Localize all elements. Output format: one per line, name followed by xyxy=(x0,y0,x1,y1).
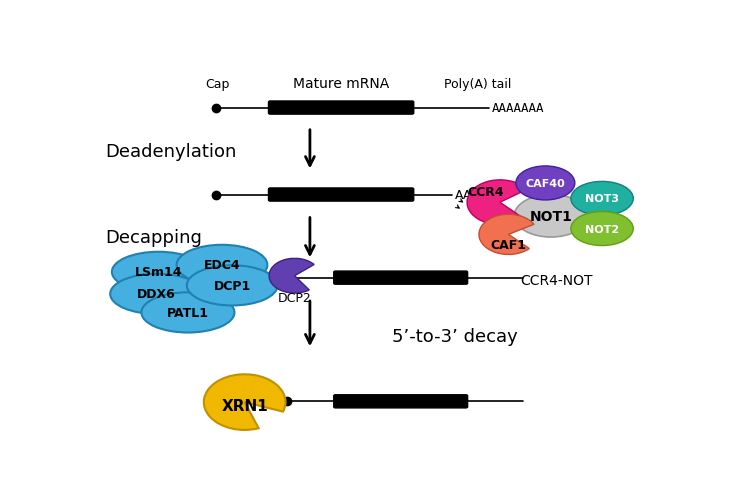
FancyBboxPatch shape xyxy=(269,102,414,115)
Text: EDC4: EDC4 xyxy=(203,259,240,272)
Text: DCP1: DCP1 xyxy=(214,280,251,292)
Wedge shape xyxy=(479,215,534,255)
Text: AAAAAAA: AAAAAAA xyxy=(491,102,544,115)
Text: CCR4: CCR4 xyxy=(468,185,504,198)
Text: NOT1: NOT1 xyxy=(529,209,572,223)
Text: PATL1: PATL1 xyxy=(167,306,209,319)
Text: DDX6: DDX6 xyxy=(138,288,176,301)
Ellipse shape xyxy=(176,245,267,286)
Text: Poly(A) tail: Poly(A) tail xyxy=(444,78,511,91)
FancyBboxPatch shape xyxy=(269,188,414,202)
Text: CAF40: CAF40 xyxy=(526,178,565,188)
FancyBboxPatch shape xyxy=(334,395,468,408)
Text: XRN1: XRN1 xyxy=(221,398,268,413)
Text: 5’-to-3’ decay: 5’-to-3’ decay xyxy=(392,327,518,345)
Text: NOT3: NOT3 xyxy=(585,194,619,204)
Wedge shape xyxy=(467,180,527,225)
Ellipse shape xyxy=(571,212,633,246)
Text: CCR4-NOT: CCR4-NOT xyxy=(520,274,593,288)
Ellipse shape xyxy=(112,252,205,293)
Text: LSm14: LSm14 xyxy=(135,266,182,279)
Wedge shape xyxy=(203,375,285,430)
Text: Decapping: Decapping xyxy=(105,228,203,246)
Ellipse shape xyxy=(514,195,588,237)
Ellipse shape xyxy=(187,266,277,306)
Text: CAF1: CAF1 xyxy=(490,239,526,252)
Text: AAA: AAA xyxy=(455,189,481,201)
Ellipse shape xyxy=(571,182,633,216)
Wedge shape xyxy=(269,259,314,294)
Text: Cap: Cap xyxy=(205,78,230,91)
Text: NOT2: NOT2 xyxy=(585,224,619,234)
FancyBboxPatch shape xyxy=(334,272,468,285)
Text: DCP2: DCP2 xyxy=(277,292,312,305)
Text: A: A xyxy=(476,189,485,201)
Ellipse shape xyxy=(516,167,575,200)
Ellipse shape xyxy=(111,274,203,314)
Ellipse shape xyxy=(141,293,234,333)
Text: Mature mRNA: Mature mRNA xyxy=(293,77,389,91)
Text: Deadenylation: Deadenylation xyxy=(105,143,237,161)
